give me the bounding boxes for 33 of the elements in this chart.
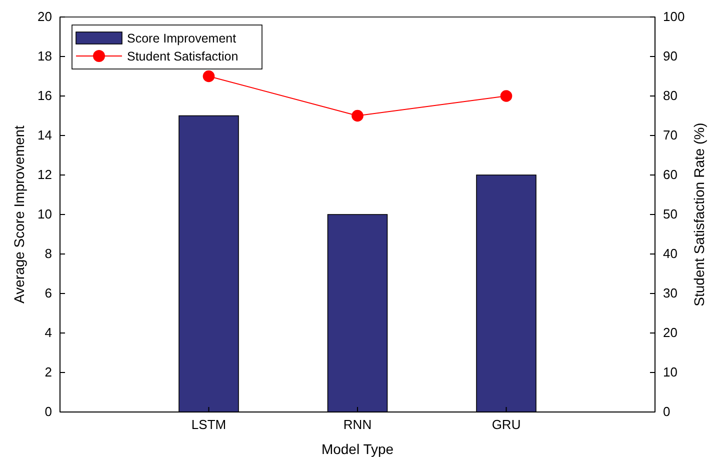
y2-tick-label: 40	[663, 246, 678, 262]
y2-tick-label: 20	[663, 325, 678, 340]
x-tick-label: GRU	[492, 417, 521, 432]
y2-tick-label: 90	[663, 48, 678, 64]
y2-tick-label: 50	[663, 206, 678, 222]
y-tick-label: 2	[44, 364, 52, 380]
x-axis-title: Model Type	[321, 441, 394, 457]
y-tick-label: 8	[44, 246, 52, 262]
y-tick-label: 6	[44, 286, 52, 301]
y-tick-label: 0	[44, 404, 52, 420]
y2-tick-label: 70	[663, 128, 678, 143]
y-tick-label: 20	[38, 9, 52, 24]
y-tick-label: 18	[38, 48, 52, 64]
legend-label: Score Improvement	[127, 32, 237, 46]
x-tick-label: RNN	[343, 417, 372, 432]
y2-tick-label: 60	[663, 167, 678, 182]
y2-axis-title: Student Satisfaction Rate (%)	[691, 122, 707, 306]
point	[500, 90, 512, 102]
y2-tick-label: 0	[663, 404, 670, 420]
point	[352, 110, 364, 122]
y-tick-label: 4	[44, 325, 52, 340]
x-tick-label: LSTM	[191, 417, 226, 432]
y2-tick-label: 80	[663, 88, 678, 104]
y-tick-label: 10	[38, 206, 52, 222]
y-tick-label: 12	[38, 167, 52, 182]
y-tick-label: 14	[38, 128, 52, 143]
legend-label: Student Satisfaction	[127, 50, 238, 64]
y2-tick-label: 10	[663, 364, 678, 380]
y-axis-title: Average Score Improvement	[11, 125, 27, 304]
y2-tick-label: 30	[663, 286, 678, 301]
y2-tick-label: 100	[663, 9, 685, 24]
y-tick-label: 16	[38, 88, 52, 104]
point	[202, 70, 215, 82]
